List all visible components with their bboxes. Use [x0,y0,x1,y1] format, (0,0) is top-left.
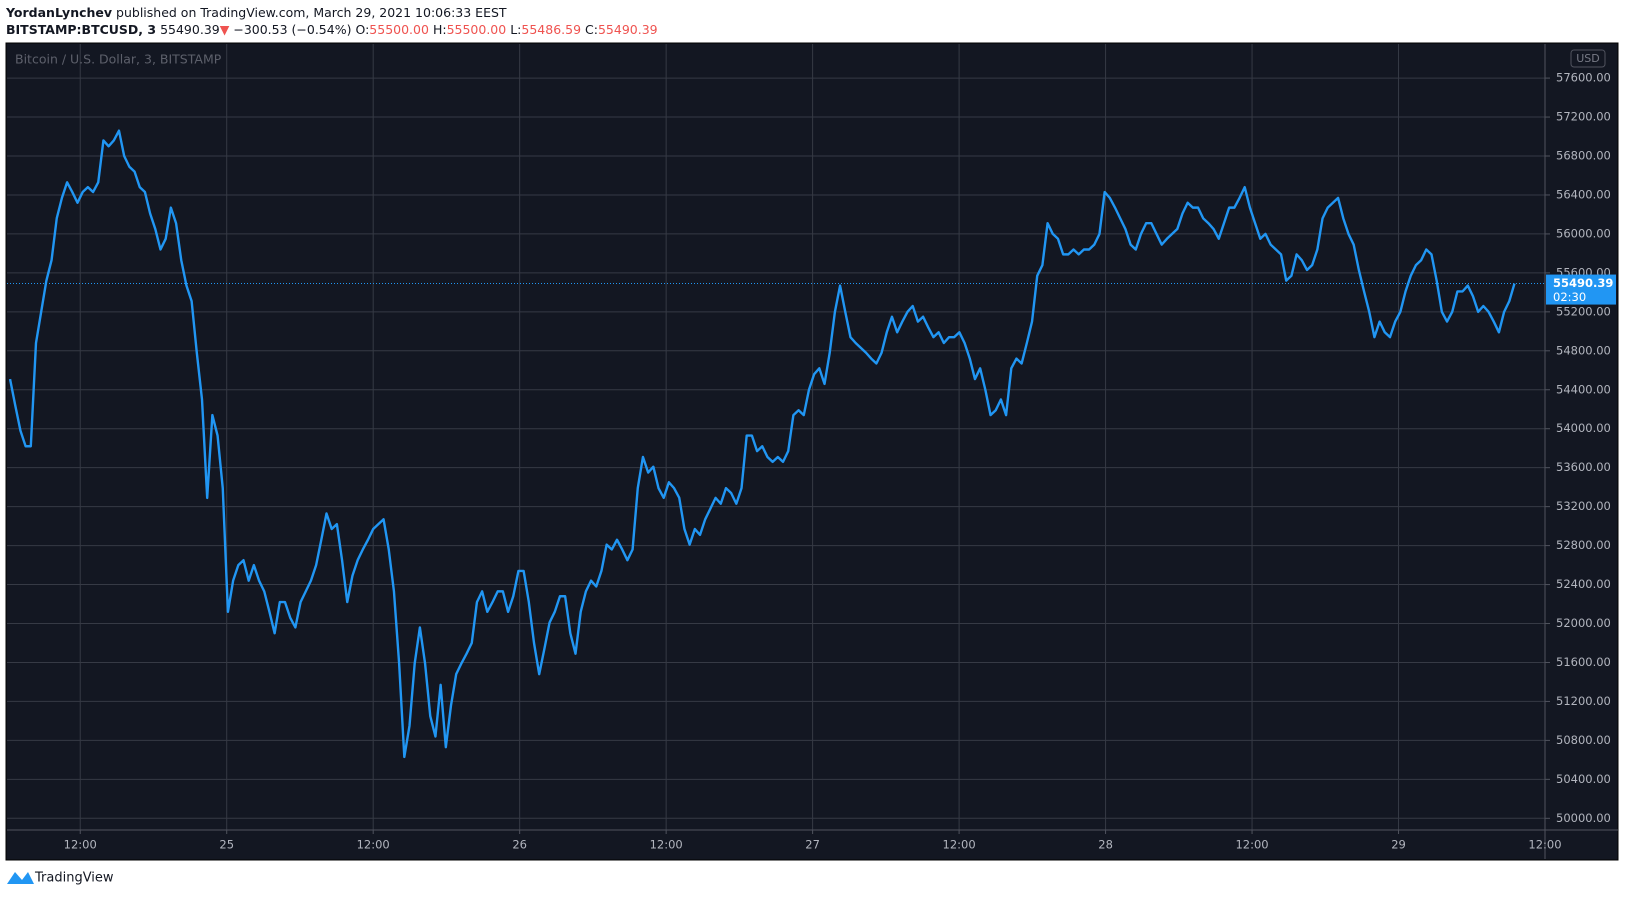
x-tick-label: 29 [1391,838,1406,852]
y-tick-label: 54400.00 [1556,382,1611,396]
y-tick-label: 57600.00 [1556,71,1611,85]
y-tick-label: 53600.00 [1556,460,1611,474]
author[interactable]: YordanLynchev [5,5,112,20]
y-tick-label: 53200.00 [1556,499,1611,513]
price: 55490.39 [160,22,220,37]
y-tick-label: 56400.00 [1556,187,1611,201]
y-tick-label: 56800.00 [1556,149,1611,163]
currency-box[interactable] [1570,49,1606,68]
footer-logo [7,872,34,884]
chart-background [5,42,1619,861]
change: −300.53 (−0.54%) [233,22,351,37]
y-tick-label: 54000.00 [1556,421,1611,435]
publish-line: YordanLynchev published on TradingView.c… [5,5,507,20]
x-tick-label: 12:00 [650,838,683,852]
ohlc-label: L: [510,22,521,37]
y-tick-label: 51200.00 [1556,694,1611,708]
grid [7,44,1546,830]
ohlc-value: 55500.00 [369,22,429,37]
y-tick-label: 54800.00 [1556,343,1611,357]
y-tick-label: 56000.00 [1556,226,1611,240]
ohlc-label: O: [355,22,369,37]
y-tick-label: 55200.00 [1556,304,1611,318]
x-tick-label: 12:00 [943,838,976,852]
y-tick-label: 51600.00 [1556,655,1611,669]
y-tick-label: 52400.00 [1556,577,1611,591]
x-tick-label: 12:00 [1235,838,1268,852]
countdown: 02:30 [1553,290,1586,304]
y-tick-label: 50400.00 [1556,772,1611,786]
y-tick-label: 52000.00 [1556,616,1611,630]
ohlc-value: 55486.59 [521,22,581,37]
y-tick-label: 57200.00 [1556,110,1611,124]
plot [7,129,1545,759]
currency[interactable]: USD [1576,52,1600,65]
price-line [8,129,1516,759]
x-tick-label: 12:00 [1528,838,1561,852]
y-tick-label: 50800.00 [1556,733,1611,747]
last-price-label: 55490.39 [1553,276,1613,290]
y-tick-label: 52800.00 [1556,538,1611,552]
axes: 50000.00 50400.00 50800.00 51200.00 51600.00… [64,71,1616,852]
ohlc-label: C: [585,22,598,37]
x-tick-label: 25 [219,838,234,852]
y-tick-label: 50000.00 [1556,811,1611,825]
x-tick-label: 27 [805,838,820,852]
x-tick-label: 26 [512,838,527,852]
brand: TradingView [34,871,114,886]
logo-icon [7,872,34,884]
legend-line: BITSTAMP:BTCUSD, 3 55490.39▼ −300.53 (−0… [6,22,658,37]
watermark-title: Bitcoin / U.S. Dollar, 3, BITSTAMP [15,52,222,67]
x-tick-label: 28 [1098,838,1113,852]
ohlc-label: H: [433,22,447,37]
ohlc-value: 55490.39 [598,22,658,37]
ticker: BITSTAMP:BTCUSD, 3 [6,22,156,37]
last-price-tag [1546,274,1616,305]
x-tick-label: 12:00 [64,838,97,852]
x-tick-label: 12:00 [357,838,390,852]
arrow: ▼ [220,22,230,37]
published: published on TradingView.com, March 29, … [116,5,507,20]
ohlc-value: 55500.00 [447,22,507,37]
